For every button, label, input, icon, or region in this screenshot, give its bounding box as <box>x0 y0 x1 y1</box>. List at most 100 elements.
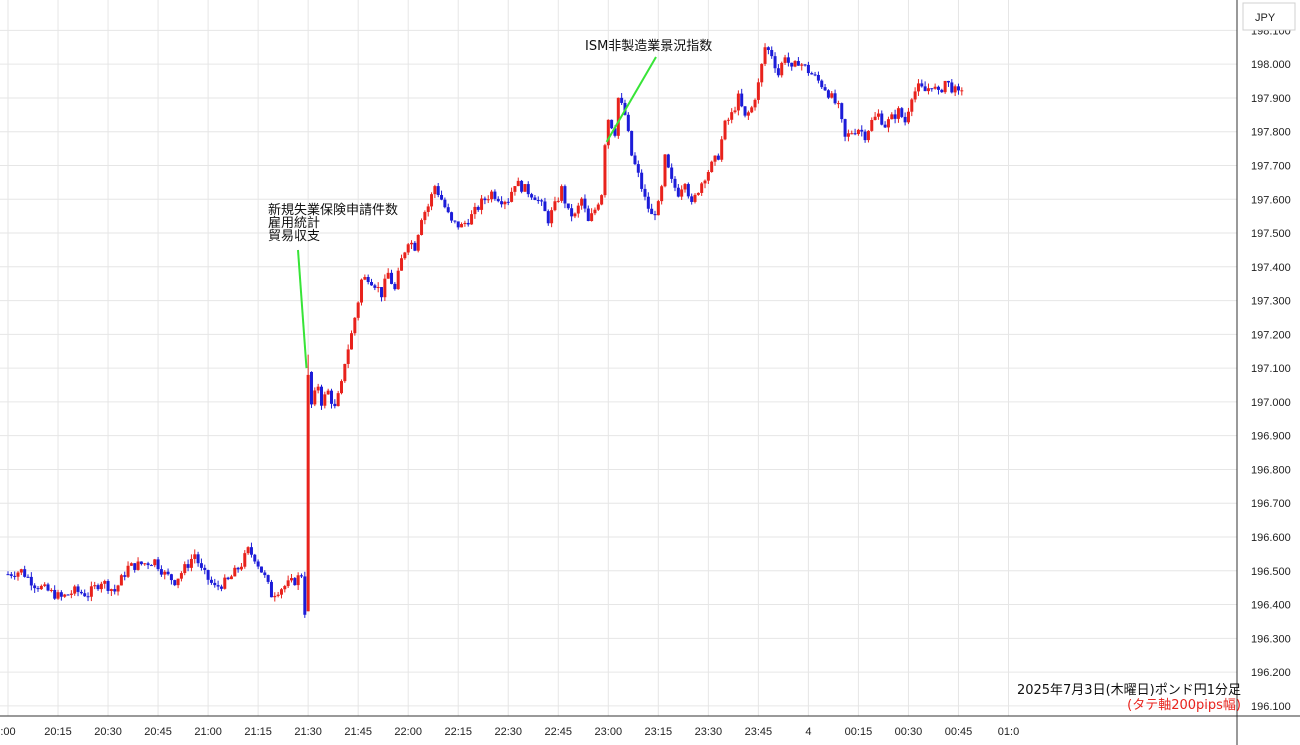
candle-body <box>586 208 590 222</box>
candle-body <box>933 86 937 89</box>
candle-body <box>243 553 247 567</box>
candle-body <box>59 592 63 597</box>
x-tick-label: 23:00 <box>595 726 623 738</box>
candle-body <box>406 244 410 253</box>
candle-body <box>663 154 667 187</box>
candle-body <box>816 74 820 81</box>
candle-body <box>193 554 197 559</box>
candle-body <box>790 62 794 67</box>
candle-body <box>583 198 587 209</box>
x-tick-label: 01:0 <box>998 726 1019 738</box>
candle-body <box>533 197 537 201</box>
candle-body <box>550 210 554 224</box>
x-tick-label: 21:30 <box>294 726 322 738</box>
candle-body <box>236 567 240 570</box>
x-tick-label: 20:45 <box>144 726 172 738</box>
candle-body <box>906 111 910 123</box>
candle-body <box>319 386 323 406</box>
candle-body <box>733 110 737 113</box>
candle-body <box>263 572 267 576</box>
candle-body <box>373 285 377 288</box>
candle-body <box>63 594 67 597</box>
candle-body <box>683 184 687 190</box>
candle-layer <box>6 43 964 618</box>
candle-body <box>23 569 27 577</box>
candle-body <box>886 119 890 128</box>
candle-body <box>206 570 210 580</box>
candle-body <box>810 73 814 75</box>
candle-body <box>33 585 37 589</box>
candle-body <box>383 278 387 298</box>
candle-body <box>133 563 137 570</box>
x-tick-label: 21:00 <box>194 726 222 738</box>
candle-body <box>630 130 634 156</box>
candle-body <box>770 49 774 57</box>
candle-body <box>713 155 717 162</box>
annotation-leader-line <box>297 249 308 369</box>
candle-body <box>156 559 160 570</box>
candle-body <box>129 563 133 566</box>
candle-body <box>853 133 857 135</box>
candle-body <box>703 180 707 184</box>
candle-body <box>756 82 760 100</box>
candle-body <box>183 564 187 574</box>
candle-body <box>640 172 644 189</box>
candle-body <box>480 198 484 210</box>
candle-body <box>860 129 864 132</box>
candle-body <box>289 578 293 581</box>
candle-body <box>436 186 440 195</box>
candle-body <box>633 155 637 165</box>
candle-body <box>316 386 320 391</box>
candle-body <box>13 575 17 577</box>
candle-body <box>650 208 654 215</box>
candle-body <box>136 561 140 570</box>
candle-body <box>510 191 514 202</box>
y-tick-label: 197.400 <box>1251 262 1291 274</box>
candle-body <box>896 108 900 119</box>
candle-body <box>103 581 107 584</box>
x-tick-label: 22:00 <box>394 726 422 738</box>
candle-body <box>213 582 217 586</box>
candle-body <box>139 561 143 565</box>
candle-body <box>256 561 260 567</box>
candle-body <box>249 547 253 555</box>
candle-body <box>176 578 180 586</box>
candle-body <box>53 589 57 599</box>
candle-body <box>400 258 404 271</box>
candle-body <box>750 107 754 113</box>
y-tick-label: 197.100 <box>1251 363 1291 375</box>
candle-body <box>416 234 420 251</box>
candle-body <box>716 155 720 160</box>
candle-body <box>746 112 750 116</box>
candle-body <box>560 186 564 201</box>
candle-body <box>693 194 697 202</box>
candle-body <box>19 569 23 573</box>
candle-body <box>613 128 617 136</box>
candle-body <box>223 577 227 589</box>
x-tick-label: 22:15 <box>444 726 472 738</box>
candle-body <box>680 189 684 197</box>
candle-body <box>673 178 677 188</box>
candle-body <box>126 565 130 577</box>
candle-body <box>800 64 804 66</box>
candle-body <box>6 574 10 576</box>
candle-body <box>596 204 600 210</box>
candle-body <box>233 567 237 577</box>
x-tick-label: 22:30 <box>494 726 522 738</box>
candle-body <box>123 575 127 577</box>
candle-body <box>76 586 80 592</box>
candle-body <box>866 130 870 141</box>
x-tick-label: 00:45 <box>945 726 973 738</box>
candle-body <box>753 99 757 108</box>
y-tick-label: 197.600 <box>1251 194 1291 206</box>
candle-body <box>293 578 297 586</box>
candle-body <box>763 47 767 64</box>
candle-body <box>513 186 517 192</box>
candle-body <box>309 371 313 405</box>
candle-body <box>783 57 787 63</box>
candle-body <box>760 63 764 83</box>
candle-body <box>473 206 477 215</box>
candle-body <box>420 220 424 235</box>
candle-body <box>396 270 400 290</box>
